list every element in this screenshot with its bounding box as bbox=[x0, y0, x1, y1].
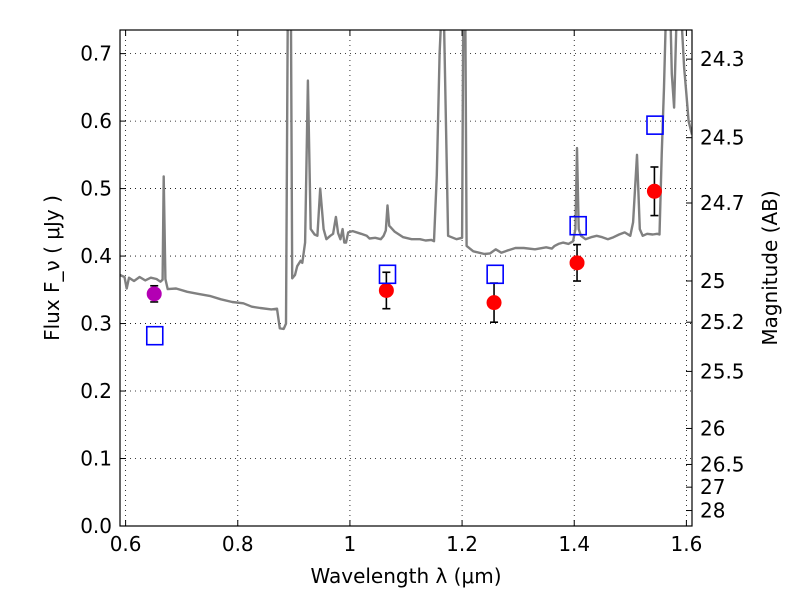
model-photometry-square bbox=[646, 115, 664, 135]
y-axis-label-right: Magnitude (AB) bbox=[758, 190, 782, 345]
model-photometry-square bbox=[569, 215, 587, 236]
x-tick-label: 1.2 bbox=[446, 532, 478, 556]
model-photometry-square bbox=[145, 325, 164, 346]
mag-tick-label: 25 bbox=[700, 269, 725, 293]
mag-tick-label: 24.5 bbox=[700, 126, 745, 150]
mag-tick-label: 26 bbox=[700, 416, 725, 440]
plot-area bbox=[120, 30, 692, 346]
mag-tick-label: 25.5 bbox=[700, 359, 745, 383]
y-axis-label-left: Flux F_ν ( μJy ) bbox=[40, 195, 64, 341]
mag-tick-label: 28 bbox=[700, 499, 725, 523]
photometry-point bbox=[146, 286, 162, 302]
model-spectrum-line bbox=[120, 30, 692, 331]
x-tick-label: 1.6 bbox=[670, 532, 702, 556]
mag-tick-label: 25.2 bbox=[700, 310, 745, 334]
mag-tick-label: 24.3 bbox=[700, 47, 745, 71]
model-photometry-square bbox=[378, 264, 397, 285]
grid bbox=[120, 30, 692, 527]
x-tick-label: 1 bbox=[344, 532, 357, 556]
photometry-point bbox=[646, 183, 662, 199]
y-tick-label: 0.3 bbox=[80, 312, 112, 336]
x-tick-label: 0.8 bbox=[222, 532, 254, 556]
axis-ticks: 0.6 0.8 1 1.2 1.4 1.6 0.0 0.1 0.2 0.3 0.4 0.5 0.6 0.7… bbox=[80, 30, 745, 556]
photometry-point bbox=[569, 255, 585, 271]
x-tick-label: 1.4 bbox=[558, 532, 590, 556]
x-tick-label: 0.6 bbox=[110, 532, 142, 556]
mag-tick-label: 26.5 bbox=[700, 452, 745, 476]
y-tick-label: 0.2 bbox=[80, 379, 112, 403]
y-tick-label: 0.0 bbox=[80, 514, 112, 538]
mag-tick-label: 24.7 bbox=[700, 191, 745, 215]
y-tick-label: 0.6 bbox=[80, 109, 112, 133]
y-tick-label: 0.5 bbox=[80, 177, 112, 201]
y-tick-label: 0.7 bbox=[80, 42, 112, 66]
y-tick-label: 0.1 bbox=[80, 447, 112, 471]
y-tick-label: 0.4 bbox=[80, 244, 112, 268]
plot-frame bbox=[119, 29, 693, 527]
photometry-point bbox=[378, 282, 394, 298]
photometry-point bbox=[486, 295, 502, 311]
model-photometry-square bbox=[486, 264, 504, 285]
x-axis-label: Wavelength λ (μm) bbox=[310, 564, 501, 588]
mag-tick-label: 27 bbox=[700, 475, 725, 499]
